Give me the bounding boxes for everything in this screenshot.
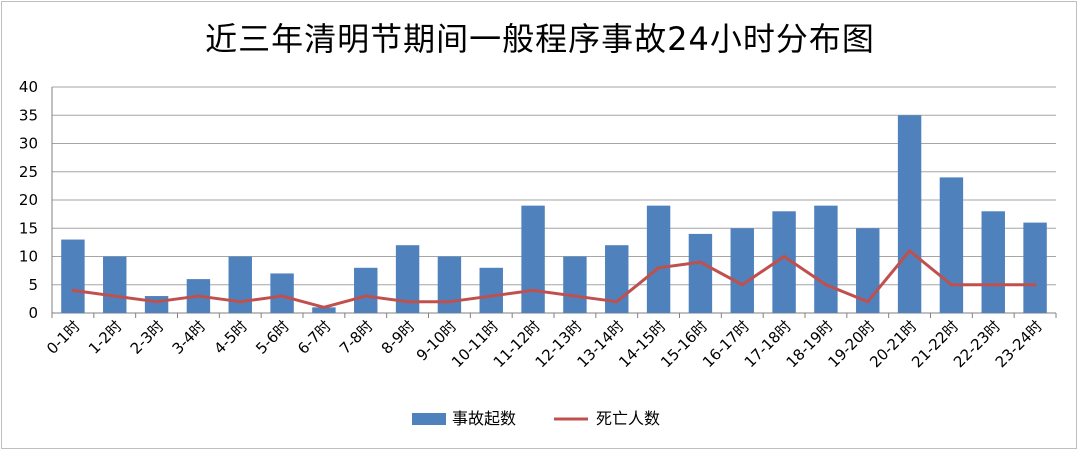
line-point-6-7时 bbox=[322, 305, 326, 309]
line-point-22-23时 bbox=[991, 283, 995, 287]
y-tick-label: 15 bbox=[19, 219, 38, 237]
line-point-14-15时 bbox=[657, 266, 661, 270]
y-tick-label: 35 bbox=[19, 106, 38, 124]
line-point-16-17时 bbox=[740, 283, 744, 287]
x-tick-label: 3-4时 bbox=[169, 317, 210, 358]
line-point-21-22时 bbox=[949, 283, 953, 287]
line-point-11-12时 bbox=[531, 288, 535, 292]
line-point-2-3时 bbox=[155, 300, 159, 304]
line-point-0-1时 bbox=[71, 288, 75, 292]
bar-12-13时 bbox=[563, 256, 587, 313]
x-tick-label: 0-1时 bbox=[43, 317, 84, 358]
line-point-13-14时 bbox=[615, 300, 619, 304]
bar-1-2时 bbox=[103, 256, 127, 313]
bar-22-23时 bbox=[981, 211, 1005, 313]
bar-4-5时 bbox=[228, 256, 252, 313]
bar-9-10时 bbox=[437, 256, 462, 313]
bar-16-17时 bbox=[730, 228, 754, 313]
bar-15-16时 bbox=[688, 233, 713, 313]
bar-19-20时 bbox=[856, 228, 880, 313]
line-point-17-18时 bbox=[782, 255, 786, 258]
line-point-15-16时 bbox=[698, 260, 702, 264]
line-point-18-19时 bbox=[824, 283, 828, 287]
line-point-4-5时 bbox=[238, 300, 242, 304]
bar-8-9时 bbox=[395, 245, 420, 313]
y-tick-label: 25 bbox=[19, 163, 38, 181]
bar-7-8时 bbox=[354, 267, 378, 313]
legend-swatch-bar bbox=[412, 413, 446, 425]
x-tick-label: 23-24时 bbox=[992, 317, 1046, 371]
line-point-20-21时 bbox=[908, 249, 912, 253]
x-tick-label: 1-2时 bbox=[85, 317, 126, 358]
line-point-9-10时 bbox=[447, 300, 451, 304]
line-point-7-8时 bbox=[364, 294, 368, 298]
y-tick-label: 5 bbox=[28, 276, 38, 294]
bar-21-22时 bbox=[939, 177, 964, 313]
chart-title: 近三年清明节期间一般程序事故24小时分布图 bbox=[205, 20, 875, 58]
bar-18-19时 bbox=[814, 205, 838, 313]
legend-label-bar: 事故起数 bbox=[452, 409, 516, 428]
line-point-5-6时 bbox=[280, 294, 284, 298]
line-point-19-20时 bbox=[866, 300, 870, 304]
bar-23-24时 bbox=[1023, 222, 1047, 313]
line-point-10-11时 bbox=[489, 294, 493, 298]
y-tick-label: 40 bbox=[19, 78, 38, 96]
x-tick-label: 7-8时 bbox=[336, 317, 377, 358]
legend-label-line: 死亡人数 bbox=[596, 409, 660, 428]
bar-17-18时 bbox=[772, 211, 796, 313]
x-tick-label: 6-7时 bbox=[294, 317, 335, 358]
bar-6-7时 bbox=[312, 307, 336, 313]
y-tick-label: 30 bbox=[19, 135, 38, 153]
line-point-8-9时 bbox=[406, 300, 410, 304]
bar-0-1时 bbox=[61, 239, 85, 313]
x-tick-label: 5-6时 bbox=[252, 317, 293, 358]
y-tick-label: 10 bbox=[19, 248, 38, 266]
bar-10-11时 bbox=[479, 267, 503, 313]
line-point-12-13时 bbox=[573, 294, 577, 298]
bar-11-12时 bbox=[521, 205, 545, 313]
x-tick-label: 4-5时 bbox=[210, 317, 251, 358]
bar-5-6时 bbox=[270, 273, 294, 313]
line-point-23-24时 bbox=[1033, 283, 1037, 287]
line-series-deaths bbox=[71, 249, 1037, 309]
y-tick-label: 0 bbox=[28, 304, 38, 322]
y-tick-label: 20 bbox=[19, 191, 38, 209]
bar-20-21时 bbox=[897, 115, 922, 313]
x-tick-label: 2-3时 bbox=[127, 317, 168, 358]
line-point-1-2时 bbox=[113, 294, 117, 298]
line-point-3-4时 bbox=[196, 294, 200, 298]
bar-14-15时 bbox=[646, 205, 671, 313]
bar-2-3时 bbox=[144, 296, 169, 313]
